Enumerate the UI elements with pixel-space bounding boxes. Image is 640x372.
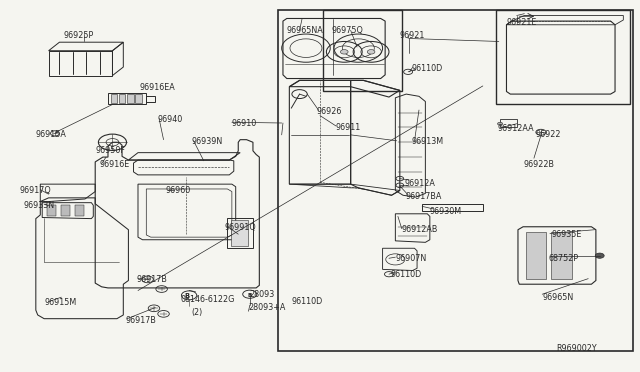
Text: 96110D: 96110D xyxy=(390,270,422,279)
Text: 28093+A: 28093+A xyxy=(248,303,286,312)
Text: 96910: 96910 xyxy=(232,119,257,128)
Text: 96911: 96911 xyxy=(335,123,360,132)
Text: B: B xyxy=(248,293,252,298)
Text: 96950F: 96950F xyxy=(95,146,125,155)
Text: 96930M: 96930M xyxy=(430,207,462,216)
Text: 96921E: 96921E xyxy=(506,18,537,27)
Polygon shape xyxy=(47,205,56,216)
Text: 96922: 96922 xyxy=(536,130,561,140)
Text: 96939N: 96939N xyxy=(191,137,222,146)
Text: 96926: 96926 xyxy=(316,108,342,116)
Polygon shape xyxy=(127,94,134,103)
Text: 96922B: 96922B xyxy=(523,160,554,169)
Circle shape xyxy=(367,49,375,54)
Polygon shape xyxy=(230,220,248,246)
Text: 96915A: 96915A xyxy=(36,129,67,139)
Text: R969002Y: R969002Y xyxy=(556,344,597,353)
Text: 96991Q: 96991Q xyxy=(224,223,256,232)
Text: 96110D: 96110D xyxy=(291,297,323,306)
Text: 96916E: 96916E xyxy=(100,160,130,169)
Text: 96965N: 96965N xyxy=(542,293,573,302)
Text: 96933N: 96933N xyxy=(23,201,54,210)
Text: B: B xyxy=(184,294,189,299)
Polygon shape xyxy=(75,205,84,216)
Polygon shape xyxy=(525,232,546,279)
Polygon shape xyxy=(119,94,125,103)
Text: 96912AB: 96912AB xyxy=(402,225,438,234)
Text: 28093: 28093 xyxy=(250,290,275,299)
Text: 96912A: 96912A xyxy=(404,179,435,187)
Text: 96917B: 96917B xyxy=(125,316,156,325)
Polygon shape xyxy=(111,94,117,103)
Text: 96110D: 96110D xyxy=(412,64,444,73)
Text: 96921: 96921 xyxy=(399,31,424,41)
Text: 68752P: 68752P xyxy=(548,254,579,263)
Text: 96912AA: 96912AA xyxy=(497,124,534,133)
Polygon shape xyxy=(136,94,142,103)
Text: 96925P: 96925P xyxy=(63,31,93,41)
Text: 96916EA: 96916EA xyxy=(140,83,175,92)
Text: (2): (2) xyxy=(191,308,202,317)
Text: 96940: 96940 xyxy=(157,115,182,124)
Polygon shape xyxy=(551,232,572,279)
Text: 96915M: 96915M xyxy=(44,298,76,307)
Circle shape xyxy=(497,122,502,125)
Polygon shape xyxy=(61,205,70,216)
Text: 08146-6122G: 08146-6122G xyxy=(180,295,235,304)
Circle shape xyxy=(340,49,348,54)
Text: 96965NA: 96965NA xyxy=(286,26,323,35)
Text: 96935E: 96935E xyxy=(551,230,582,240)
Text: 96917Q: 96917Q xyxy=(20,186,52,195)
Text: 96917B: 96917B xyxy=(136,275,167,284)
Text: 96975Q: 96975Q xyxy=(332,26,364,35)
Text: 96917BA: 96917BA xyxy=(406,192,442,201)
Text: 96960: 96960 xyxy=(166,186,191,195)
Text: 96913M: 96913M xyxy=(412,137,444,146)
Circle shape xyxy=(595,253,604,258)
Text: 96907N: 96907N xyxy=(396,254,427,263)
